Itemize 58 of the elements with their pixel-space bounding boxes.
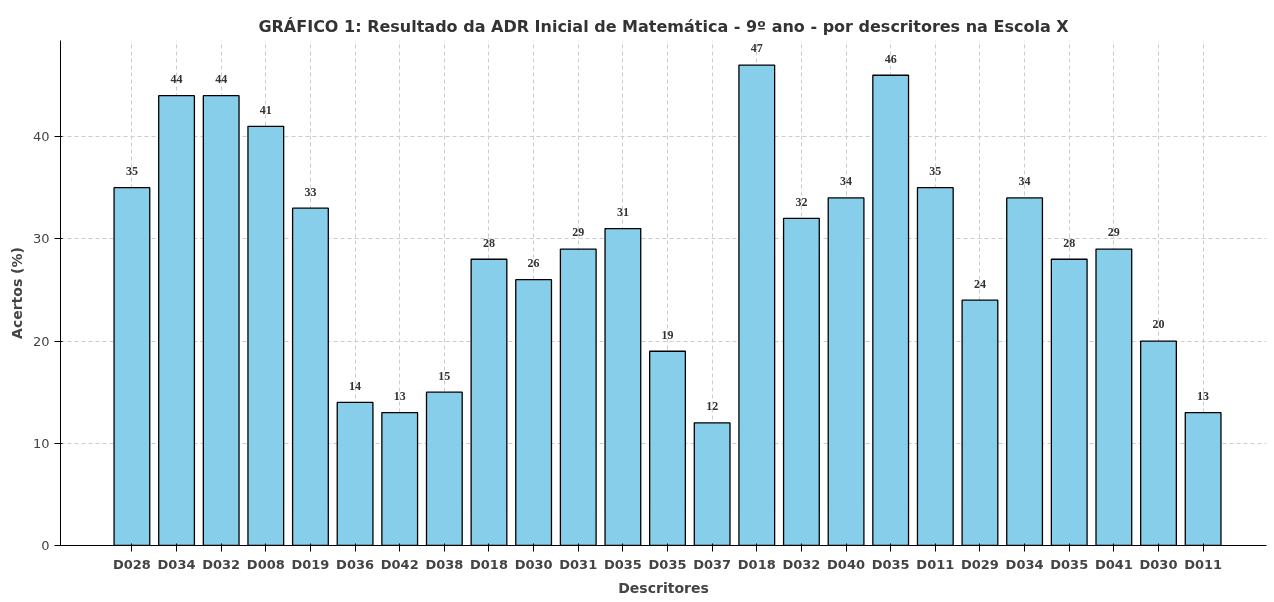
x-tick-label: D040 [827,556,866,572]
data-label: 19 [661,327,674,342]
data-label: 34 [840,174,853,189]
y-tick-label: 40 [32,129,50,145]
data-label: 44 [215,72,228,87]
data-label: 20 [1152,317,1165,332]
x-tick-label: D035 [603,556,642,572]
x-tick-label: D034 [157,556,196,572]
data-label: 47 [750,41,763,56]
x-tick-label: D034 [1005,556,1044,572]
x-tick-label: D028 [112,556,151,572]
data-label: 32 [795,194,808,209]
x-tick-label: D031 [559,556,598,572]
x-tick-label: D011 [1184,556,1223,572]
y-axis-title: Acertos (%) [8,247,25,339]
x-tick-label: D030 [1139,556,1178,572]
x-tick-label: D019 [291,556,330,572]
x-axis-title: Descritores [618,579,709,596]
data-label: 13 [1197,388,1210,403]
data-label: 14 [349,378,362,393]
data-label: 33 [304,184,317,199]
x-tick-label: D029 [960,556,999,572]
x-tick-label: D036 [336,556,375,572]
x-tick-label: D030 [514,556,553,572]
x-tick-label: D018 [470,556,508,572]
data-label: 29 [1107,225,1120,240]
x-tick-label: D032 [782,556,821,572]
x-tick-label: D042 [380,556,419,572]
y-tick-label: 10 [32,435,50,451]
x-tick-label: D041 [1094,556,1133,572]
chart-title: GRÁFICO 1: Resultado da ADR Inicial de Matemática - 9º ano - por descritores na Escola X [258,16,1070,36]
data-label: 28 [482,235,495,250]
data-label: 12 [706,399,719,414]
x-tick-label: D038 [425,556,464,572]
x-tick-label: D035 [1050,556,1089,572]
data-label: 15 [438,368,451,383]
data-label: 28 [1063,235,1076,250]
x-tick-label: D037 [693,556,732,572]
data-label: 13 [393,388,406,403]
data-label: 44 [170,72,183,87]
x-tick-label: D018 [737,556,776,572]
data-label: 26 [527,256,540,271]
y-tick-label: 0 [41,538,50,553]
data-label: 24 [973,276,986,291]
data-label: 34 [1018,174,1031,189]
data-label: 35 [929,164,942,179]
x-tick-label: D011 [916,556,955,572]
x-tick-label: D035 [871,556,910,572]
data-label: 46 [884,51,897,66]
x-tick-label: D032 [202,556,241,572]
x-tick-label: D008 [246,556,285,572]
y-tick-label: 20 [32,333,50,349]
data-label: 29 [572,225,585,240]
data-label: 35 [125,164,138,179]
data-label: 31 [616,204,629,219]
x-tick-label: D035 [648,556,687,572]
data-label: 41 [259,102,272,117]
y-tick-label: 30 [32,231,50,247]
